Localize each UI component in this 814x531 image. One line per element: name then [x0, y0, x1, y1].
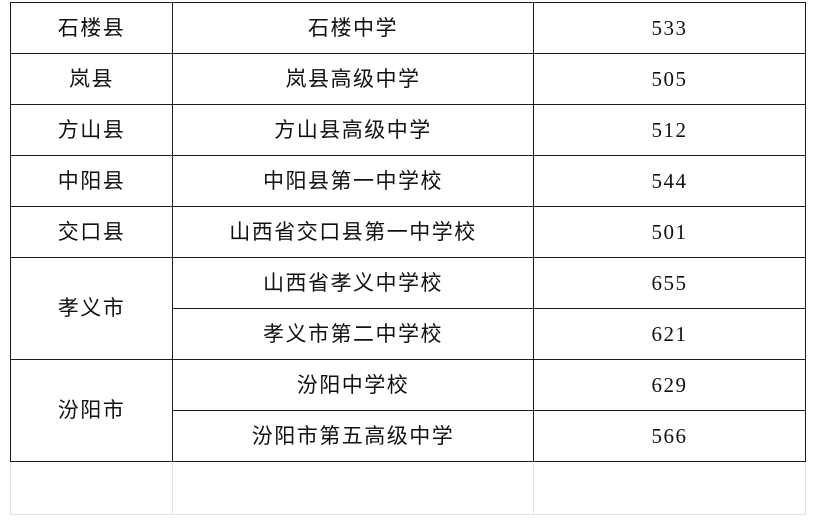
region-label: 中阳县 — [57, 168, 126, 193]
score-cell: 501 — [533, 206, 806, 258]
region-cell-merged: 孝义市 — [10, 257, 173, 360]
region-label: 孝义市 — [57, 296, 126, 321]
region-label: 岚县 — [69, 66, 114, 91]
school-cell: 方山县高级中学 — [172, 104, 534, 156]
score-cell: 512 — [533, 104, 806, 156]
region-cell: 岚县 — [10, 53, 173, 105]
region-cell: 方山县 — [10, 104, 173, 156]
table-row: 岚县 岚县高级中学 505 — [10, 53, 806, 105]
score-cell: 533 — [533, 2, 806, 54]
table-row-blank — [10, 461, 806, 515]
table-row: 方山县 方山县高级中学 512 — [10, 104, 806, 156]
table-row: 孝义市 山西省孝义中学校 655 — [10, 257, 806, 360]
school-cell: 汾阳中学校 — [172, 359, 534, 411]
table-row: 汾阳市 汾阳中学校 629 — [10, 359, 806, 462]
score-cell: 505 — [533, 53, 806, 105]
region-label: 汾阳市 — [57, 398, 126, 423]
school-cell — [172, 461, 534, 515]
region-cell: 中阳县 — [10, 155, 173, 207]
table-row: 石楼县 石楼中学 533 — [10, 2, 806, 54]
score-cell — [533, 461, 806, 515]
table-row: 中阳县 中阳县第一中学校 544 — [10, 155, 806, 207]
region-label: 交口县 — [57, 219, 126, 244]
score-cell: 566 — [533, 410, 806, 462]
score-cell: 544 — [533, 155, 806, 207]
school-cell: 山西省交口县第一中学校 — [172, 206, 534, 258]
school-cell: 山西省孝义中学校 — [172, 257, 534, 309]
region-cell — [10, 461, 173, 515]
school-cell: 岚县高级中学 — [172, 53, 534, 105]
score-cell: 621 — [533, 308, 806, 360]
table-row: 孝义市第二中学校 621 — [11, 308, 806, 360]
school-cell: 石楼中学 — [172, 2, 534, 54]
school-cell: 孝义市第二中学校 — [172, 308, 534, 360]
score-cell: 629 — [533, 359, 806, 411]
school-cell: 汾阳市第五高级中学 — [172, 410, 534, 462]
region-cell: 石楼县 — [10, 2, 173, 54]
score-cell: 655 — [533, 257, 806, 309]
table-body: 石楼县 石楼中学 533 岚县 岚县高级中学 505 方山县 方山县高级中学 5… — [10, 2, 806, 515]
school-cell: 中阳县第一中学校 — [172, 155, 534, 207]
region-label: 方山县 — [57, 117, 126, 142]
region-cell-merged: 汾阳市 — [10, 359, 173, 462]
table-row: 交口县 山西省交口县第一中学校 501 — [10, 206, 806, 258]
region-label: 石楼县 — [57, 15, 126, 40]
region-cell: 交口县 — [10, 206, 173, 258]
score-table: 石楼县 石楼中学 533 岚县 岚县高级中学 505 方山县 方山县高级中学 5… — [10, 2, 806, 515]
